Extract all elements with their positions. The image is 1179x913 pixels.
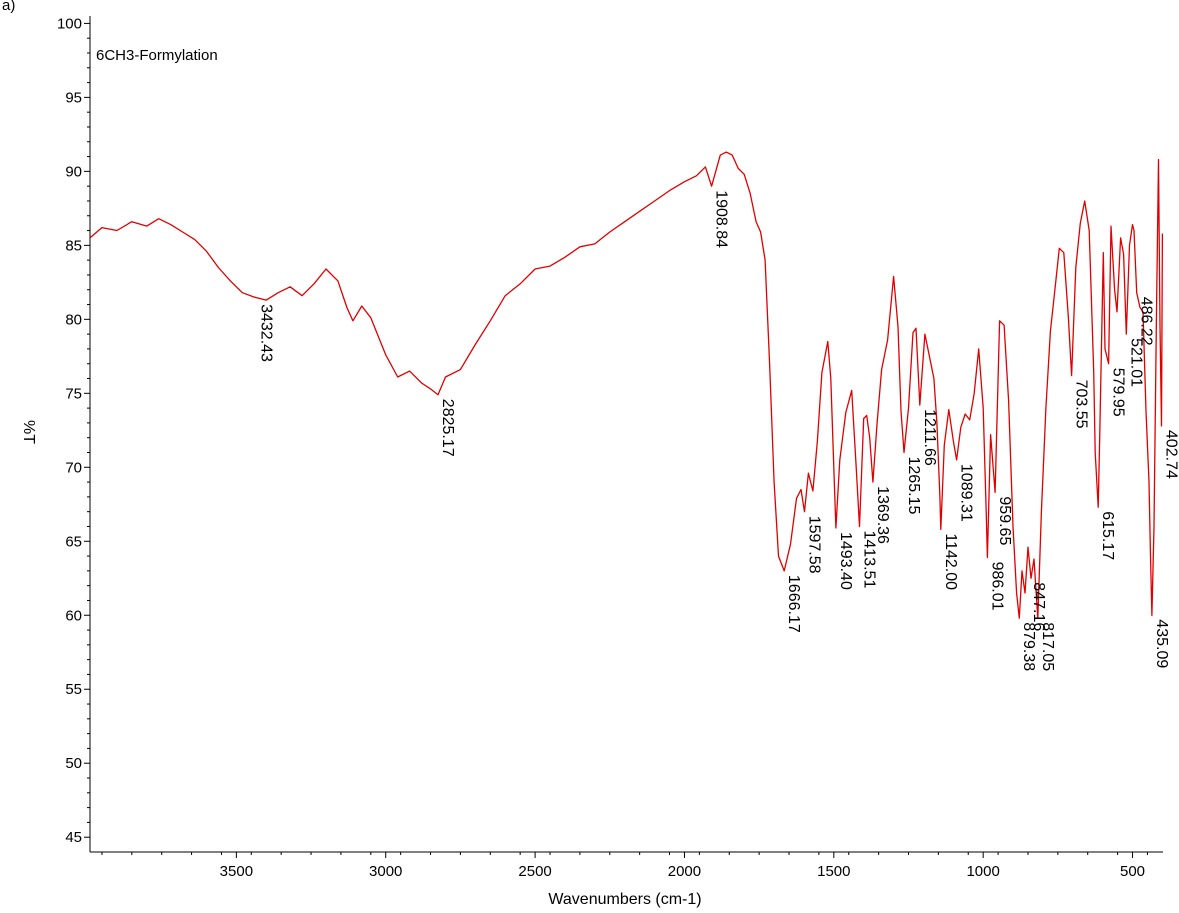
peak-label: 1265.15 bbox=[905, 457, 922, 515]
y-tick-label: 80 bbox=[65, 311, 82, 328]
peak-label: 1493.40 bbox=[837, 532, 854, 590]
y-tick-label: 90 bbox=[65, 163, 82, 180]
peak-label: 703.55 bbox=[1073, 380, 1090, 429]
peak-label: 521.01 bbox=[1127, 338, 1144, 387]
y-tick-label: 85 bbox=[65, 237, 82, 254]
y-tick-label: 45 bbox=[65, 829, 82, 846]
peak-label: 1597.58 bbox=[806, 516, 823, 574]
peak-label: 1211.66 bbox=[921, 409, 938, 466]
peak-label: 435.09 bbox=[1153, 619, 1170, 668]
peak-label: 847.16 bbox=[1030, 582, 1047, 631]
peak-label: 1666.17 bbox=[785, 575, 802, 633]
spectrum-series bbox=[89, 151, 1164, 619]
panel-label: a) bbox=[2, 0, 15, 14]
peak-label: 486.22 bbox=[1138, 297, 1155, 346]
y-tick-label: 55 bbox=[65, 681, 82, 698]
axes bbox=[89, 16, 1163, 853]
y-tick-label: 50 bbox=[65, 755, 82, 772]
peak-label: 402.74 bbox=[1163, 430, 1179, 479]
peak-label: 817.05 bbox=[1039, 622, 1056, 671]
x-tick-label: 3000 bbox=[369, 863, 402, 880]
x-tick-label: 1000 bbox=[966, 863, 999, 880]
peak-label: 1908.84 bbox=[713, 190, 730, 248]
axis-ticks: 45 50 55 60 65 70 75 80 85 90 95 100 3500 3000 2500 200… bbox=[57, 15, 1148, 880]
peak-label: 1369.36 bbox=[874, 486, 891, 544]
peak-label: 2825.17 bbox=[439, 399, 456, 457]
peak-label: 1142.00 bbox=[942, 533, 959, 590]
x-axis-title: Wavenumbers (cm-1) bbox=[548, 891, 701, 908]
y-tick-label: 60 bbox=[65, 607, 82, 624]
x-tick-label: 1500 bbox=[817, 863, 850, 880]
peak-label: 986.01 bbox=[988, 562, 1005, 611]
x-tick-label: 500 bbox=[1120, 863, 1145, 880]
peak-label: 615.17 bbox=[1099, 511, 1116, 560]
y-tick-label: 65 bbox=[65, 533, 82, 550]
x-tick-label: 2500 bbox=[518, 863, 551, 880]
peak-label: 579.95 bbox=[1110, 368, 1127, 417]
y-tick-label: 100 bbox=[57, 15, 82, 32]
y-tick-label: 70 bbox=[65, 459, 82, 476]
y-axis-title: %T bbox=[20, 420, 37, 444]
peak-label: 959.65 bbox=[996, 496, 1013, 545]
y-tick-label: 95 bbox=[65, 89, 82, 106]
y-tick-label: 75 bbox=[65, 385, 82, 402]
spectrum-line bbox=[89, 151, 1164, 619]
x-tick-label: 2000 bbox=[668, 863, 701, 880]
peak-label: 879.38 bbox=[1020, 622, 1037, 671]
peak-label: 3432.43 bbox=[258, 304, 275, 362]
x-tick-label: 3500 bbox=[220, 863, 253, 880]
chart-title: 6CH3-Formylation bbox=[96, 47, 218, 64]
peak-label: 1089.31 bbox=[958, 464, 975, 522]
peak-label: 1413.51 bbox=[861, 531, 878, 589]
